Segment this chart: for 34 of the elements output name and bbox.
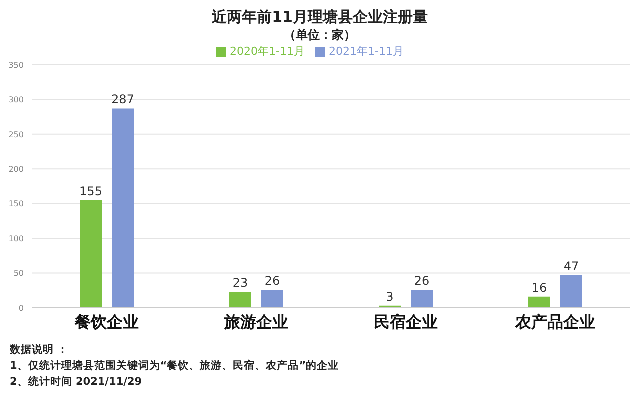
y-tick-label: 300	[8, 96, 24, 105]
bar	[560, 275, 582, 308]
bar	[528, 296, 550, 308]
x-tick-label: 民宿企业	[374, 312, 438, 332]
y-tick-label: 100	[8, 234, 24, 244]
data-label: 3	[386, 290, 394, 304]
text: 数据说明 ：	[10, 343, 70, 358]
y-tick-label: 150	[8, 200, 24, 209]
x-tick-label: 旅游企业	[223, 312, 288, 332]
y-tick-label: 250	[8, 130, 24, 140]
y-tick-label: 0	[18, 304, 24, 313]
x-tick-label: 餐饮企业	[74, 312, 139, 332]
legend-label: 2021年1-11月	[329, 45, 404, 58]
bar	[262, 290, 284, 308]
y-tick-label: 50	[14, 269, 24, 278]
legend-label: 2020年1-11月	[230, 45, 305, 58]
data-label: 16	[532, 280, 548, 295]
data-label: 155	[80, 184, 102, 198]
y-tick-label: 200	[8, 164, 24, 174]
data-label: 47	[564, 259, 580, 274]
x-tick-label: 农产品企业	[514, 312, 596, 332]
chart-title: 近两年前11月理塘县企业注册量	[211, 8, 429, 27]
text: 1、仅统计理塘县范围关键词为“餐饮、旅游、民宿、农产品”的企业	[10, 358, 340, 374]
data-label: 287	[112, 92, 134, 107]
bar	[411, 290, 433, 308]
data-label: 23	[232, 276, 248, 290]
data-label: 26	[264, 274, 280, 288]
bar	[80, 200, 102, 308]
bar	[230, 292, 252, 308]
chart-subtitle: （单位：家）	[283, 27, 357, 44]
data-label: 26	[414, 274, 430, 288]
text: 2、统计时间 2021/11/29	[10, 375, 144, 390]
y-tick-label: 350	[8, 60, 24, 70]
bar	[112, 108, 134, 308]
